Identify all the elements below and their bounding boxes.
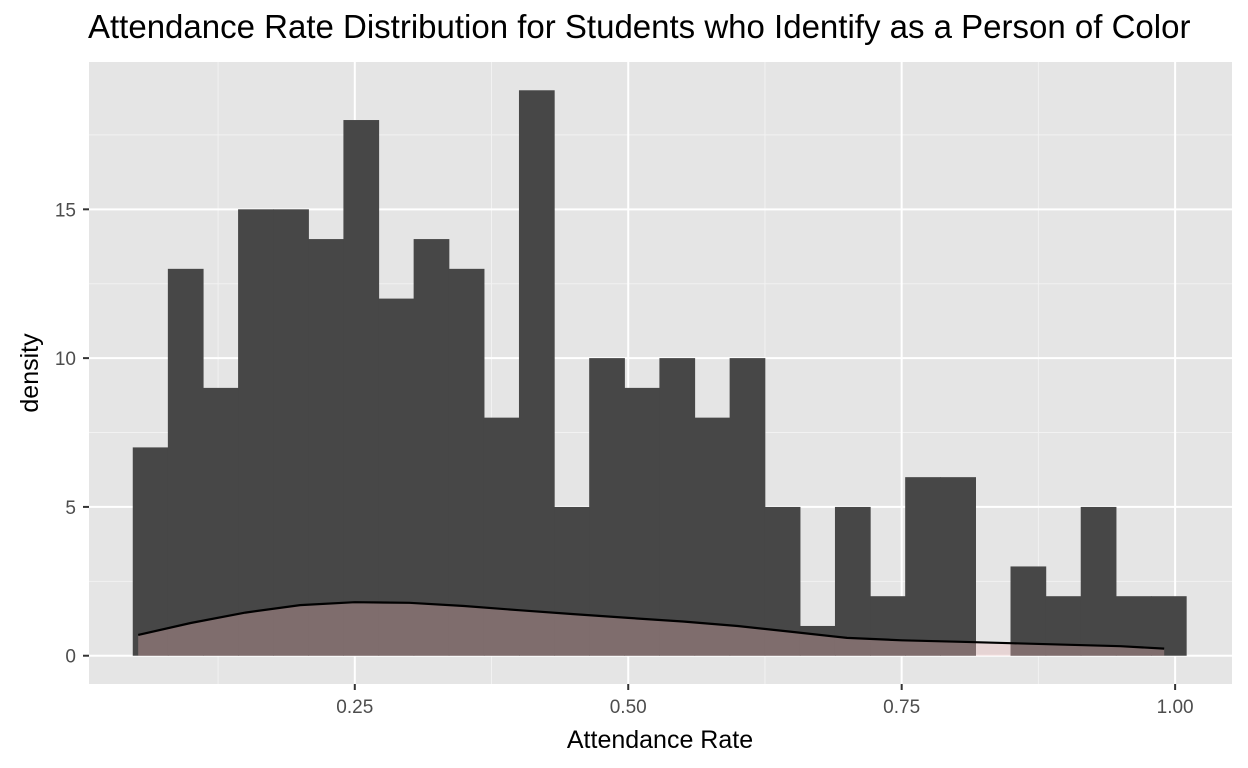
- histogram-bar: [132, 447, 169, 656]
- density-area: [138, 602, 1165, 656]
- y-tick-label: 15: [55, 200, 76, 221]
- x-tick-label: 0.75: [883, 697, 920, 718]
- histogram-bar: [870, 596, 906, 656]
- histogram-bar: [799, 625, 836, 656]
- x-tick-label: 0.25: [336, 697, 373, 718]
- histogram-bar: [413, 239, 450, 656]
- histogram-bar: [624, 387, 661, 656]
- y-tick-label: 10: [55, 349, 76, 370]
- histogram-bar: [308, 239, 345, 656]
- histogram-bar: [834, 506, 871, 656]
- histogram-bar: [554, 506, 590, 656]
- histogram-bar: [905, 477, 941, 656]
- histogram-bar: [378, 298, 415, 656]
- histogram-bar: [273, 209, 309, 656]
- histogram-bar: [940, 477, 976, 656]
- histogram-bars: [132, 90, 1187, 656]
- y-tick-label: 5: [65, 498, 76, 519]
- histogram-bar: [202, 387, 239, 656]
- density-layer: [137, 601, 1165, 656]
- histogram-bar: [659, 358, 696, 656]
- histogram-bar: [518, 90, 555, 656]
- x-tick-label: 1.00: [1157, 697, 1194, 718]
- histogram-bar: [1150, 596, 1187, 656]
- y-axis: 0 5 10 15: [55, 200, 89, 668]
- density-line: [137, 601, 1165, 650]
- histogram-bar: [483, 417, 520, 656]
- x-axis-title: Attendance Rate: [567, 726, 753, 754]
- histogram-bar: [167, 268, 204, 656]
- x-tick-label: 0.50: [610, 697, 647, 718]
- histogram-bar: [448, 268, 485, 656]
- histogram-bar: [1010, 566, 1047, 656]
- x-axis: 0.25 0.50 0.75 1.00: [336, 684, 1194, 718]
- y-axis-title: density: [16, 333, 44, 413]
- histogram-bar: [1080, 506, 1117, 656]
- histogram-bar: [589, 358, 625, 656]
- histogram-bar: [694, 417, 731, 656]
- histogram-bar: [343, 120, 380, 656]
- chart-title: Attendance Rate Distribution for Student…: [88, 8, 1191, 45]
- histogram-bar: [238, 209, 274, 656]
- histogram-bar: [729, 358, 766, 656]
- y-tick-label: 0: [65, 647, 76, 668]
